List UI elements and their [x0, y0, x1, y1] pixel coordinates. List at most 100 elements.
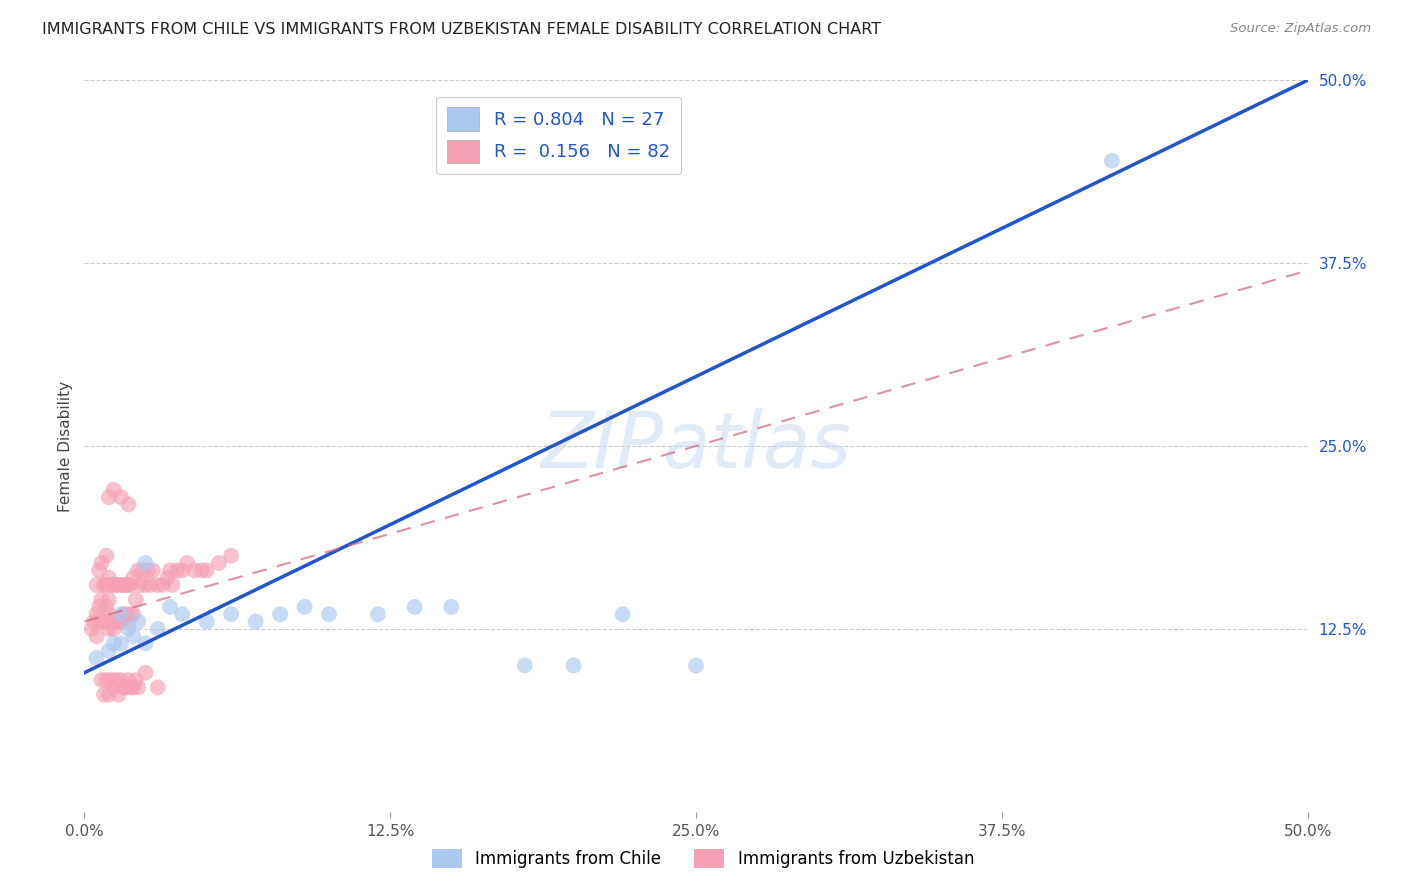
Point	[110, 615, 132, 629]
Point	[404, 599, 426, 614]
Point	[97, 688, 120, 702]
Point	[80, 622, 103, 636]
Point	[612, 607, 634, 622]
Point	[97, 571, 120, 585]
Point	[208, 556, 231, 570]
Point	[107, 578, 129, 592]
Point	[136, 563, 159, 577]
Point	[562, 658, 585, 673]
Point	[97, 592, 120, 607]
Point	[120, 578, 142, 592]
Point	[112, 578, 135, 592]
Point	[172, 607, 194, 622]
Legend: R = 0.804   N = 27, R =  0.156   N = 82: R = 0.804 N = 27, R = 0.156 N = 82	[436, 96, 681, 174]
Legend: Immigrants from Chile, Immigrants from Uzbekistan: Immigrants from Chile, Immigrants from U…	[425, 842, 981, 875]
Point	[103, 578, 125, 592]
Point	[152, 578, 174, 592]
Point	[139, 578, 162, 592]
Point	[115, 578, 138, 592]
Point	[122, 681, 145, 695]
Point	[162, 578, 184, 592]
Point	[110, 578, 132, 592]
Point	[195, 615, 218, 629]
Point	[294, 599, 316, 614]
Point	[269, 607, 291, 622]
Point	[86, 607, 108, 622]
Point	[159, 563, 181, 577]
Point	[513, 658, 536, 673]
Point	[90, 615, 112, 629]
Point	[112, 607, 135, 622]
Point	[146, 578, 169, 592]
Point	[183, 563, 205, 577]
Point	[110, 490, 132, 504]
Point	[110, 636, 132, 650]
Point	[125, 592, 148, 607]
Point	[107, 615, 129, 629]
Point	[159, 599, 181, 614]
Point	[87, 599, 110, 614]
Point	[83, 615, 105, 629]
Point	[122, 571, 145, 585]
Point	[86, 578, 108, 592]
Point	[110, 607, 132, 622]
Point	[110, 673, 132, 687]
Point	[105, 578, 128, 592]
Point	[115, 607, 138, 622]
Text: ZIPatlas: ZIPatlas	[540, 408, 852, 484]
Point	[96, 578, 118, 592]
Point	[142, 563, 165, 577]
Point	[172, 563, 194, 577]
Point	[103, 622, 125, 636]
Point	[90, 556, 112, 570]
Point	[93, 688, 115, 702]
Point	[125, 673, 148, 687]
Point	[117, 578, 139, 592]
Point	[245, 615, 267, 629]
Y-axis label: Female Disability: Female Disability	[58, 380, 73, 512]
Point	[440, 599, 463, 614]
Point	[191, 563, 214, 577]
Point	[318, 607, 340, 622]
Point	[115, 681, 138, 695]
Point	[146, 622, 169, 636]
Point	[117, 673, 139, 687]
Point	[90, 592, 112, 607]
Point	[120, 681, 142, 695]
Point	[96, 673, 118, 687]
Point	[176, 556, 198, 570]
Point	[103, 483, 125, 497]
Point	[195, 563, 218, 577]
Point	[127, 681, 149, 695]
Point	[97, 490, 120, 504]
Point	[117, 498, 139, 512]
Point	[135, 578, 157, 592]
Point	[135, 556, 157, 570]
Point	[219, 607, 242, 622]
Point	[86, 629, 108, 643]
Point	[97, 607, 120, 622]
Point	[166, 563, 188, 577]
Point	[120, 607, 142, 622]
Point	[90, 673, 112, 687]
Point	[93, 578, 115, 592]
Point	[1101, 153, 1123, 168]
Point	[146, 681, 169, 695]
Point	[97, 644, 120, 658]
Point	[103, 636, 125, 650]
Point	[112, 681, 135, 695]
Point	[96, 599, 118, 614]
Text: Source: ZipAtlas.com: Source: ZipAtlas.com	[1230, 22, 1371, 36]
Point	[156, 571, 179, 585]
Point	[96, 549, 118, 563]
Point	[122, 629, 145, 643]
Point	[122, 607, 145, 622]
Point	[100, 578, 122, 592]
Point	[219, 549, 242, 563]
Point	[367, 607, 389, 622]
Point	[97, 622, 120, 636]
Point	[93, 615, 115, 629]
Point	[135, 636, 157, 650]
Point	[685, 658, 707, 673]
Point	[117, 622, 139, 636]
